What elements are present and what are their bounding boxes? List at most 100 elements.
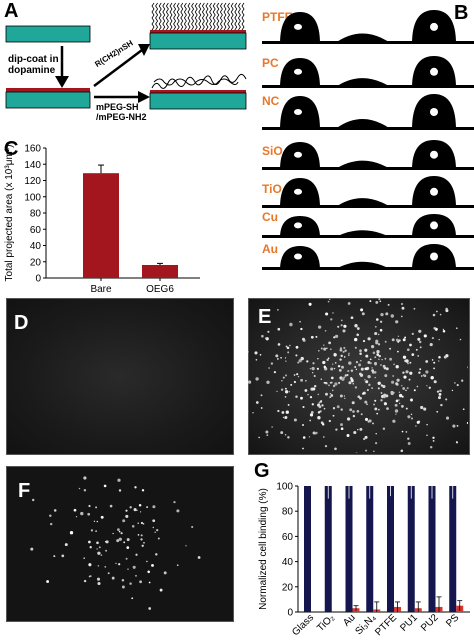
cell-dot [398,391,401,393]
cell-dot [277,409,280,413]
bar [83,173,119,278]
cell-dot [371,387,374,390]
y-tick-label: 40 [30,241,42,252]
cell-dot [357,395,361,399]
cell-dot [354,366,357,368]
peg-label: mPEG-SH /mPEG-NH2 [96,102,147,122]
cell-dot [407,437,410,440]
cell-dot [332,407,336,410]
cell-dot [346,434,350,437]
cell-dot [88,563,92,567]
cell-dot [277,358,279,360]
bar-control [387,486,394,612]
cell-dot [377,343,381,346]
cell-dot [390,390,394,395]
cell-dot [100,554,103,556]
cell-dot [328,341,331,345]
droplet-highlight [430,108,438,116]
cell-dot [370,344,375,349]
cell-dot [395,399,399,403]
cell-dot [364,400,368,404]
cell-dot [295,395,298,398]
peg-label-line2: /mPEG-NH2 [96,112,147,122]
cell-dot [389,357,392,361]
x-tick-label: Si₃N₄ [353,612,378,637]
cell-dot [308,436,311,438]
cell-dot [135,553,138,556]
y-tick-label: 160 [24,144,41,155]
y-tick-label: 140 [24,160,41,171]
cell-dot [364,379,366,381]
cell-dot [323,347,327,351]
cell-dot [437,360,440,362]
y-tick-label: 80 [30,209,42,220]
cell-dot [409,361,412,364]
arrow-down-icon [55,76,69,88]
cell-dot [330,381,333,384]
sam-chain [169,2,173,31]
cell-dot [374,356,377,359]
x-tick-label: OEG6 [146,284,174,295]
cell-dot [312,387,316,391]
cell-dot [284,387,287,390]
droplet-highlight [430,221,438,230]
cell-dot [350,369,354,372]
cell-dot [302,436,306,439]
cell-dot [347,302,351,305]
cell-dot [30,547,34,551]
cell-dot [117,478,121,482]
y-tick-label: 80 [282,507,294,518]
cell-dot [298,359,302,363]
cell-dot [374,363,377,366]
cell-dot [327,300,330,303]
cell-dot [360,308,364,312]
cell-dot [109,504,113,508]
cell-dot [340,427,344,430]
cell-dot [118,537,122,541]
cell-dot [103,484,107,488]
cell-dot [322,360,326,365]
cell-dot [420,375,423,377]
cell-dot [304,389,308,392]
cell-dot [418,371,421,374]
arrow-up-right-icon [138,44,150,56]
cell-dot [329,392,332,395]
cell-dot [302,447,304,450]
bar-control [428,486,436,612]
cell-dot [467,366,468,369]
cell-dot [442,329,446,333]
cell-dot [311,403,314,406]
cell-dot [115,562,117,565]
cell-dot [309,395,313,399]
x-tick-label: PTFE [373,612,399,638]
cell-dot [284,374,288,377]
cell-dot [343,356,346,358]
cell-dot [375,300,379,304]
cell-dot [317,393,320,396]
cell-dot [378,354,381,358]
sam-chain [201,2,205,31]
cell-dot [104,566,107,568]
cell-dot [138,503,142,507]
cell-dot [369,358,372,361]
cell-dot [309,419,312,422]
cell-dot [366,403,368,406]
cell-dot [445,416,450,420]
sam-chain [230,2,234,31]
cell-dot [385,312,389,316]
cell-dot [402,338,406,342]
cell-dot [50,522,53,526]
cell-dot [445,307,448,311]
cell-dot [295,354,298,357]
cell-dot [123,541,126,544]
cell-dot [368,383,371,387]
sam-chain [158,2,162,31]
cell-dot [417,355,419,357]
cell-dot [329,396,332,399]
cell-dot [148,581,151,584]
cell-dot [456,384,459,387]
cell-dot [352,414,356,418]
cell-dot [374,376,376,379]
cell-dot [344,349,347,352]
cell-dot [299,320,301,323]
